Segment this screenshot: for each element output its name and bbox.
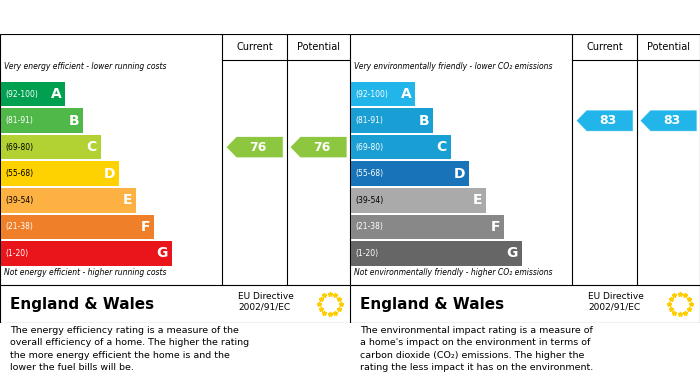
Bar — [1, 82, 65, 106]
Text: C: C — [87, 140, 97, 154]
Text: (81-91): (81-91) — [6, 116, 33, 125]
Text: Very environmentally friendly - lower CO₂ emissions: Very environmentally friendly - lower CO… — [354, 62, 552, 71]
Text: England & Wales: England & Wales — [360, 296, 505, 312]
Text: E: E — [123, 193, 132, 207]
Text: Potential: Potential — [297, 42, 340, 52]
Text: A: A — [50, 87, 62, 101]
Bar — [351, 215, 504, 239]
Text: G: G — [507, 246, 518, 260]
Text: (55-68): (55-68) — [6, 169, 34, 178]
Polygon shape — [640, 110, 697, 131]
Text: C: C — [437, 140, 447, 154]
Text: 83: 83 — [599, 114, 617, 127]
Bar — [1, 108, 83, 133]
Text: The environmental impact rating is a measure of
a home's impact on the environme: The environmental impact rating is a mea… — [360, 326, 594, 373]
Text: (92-100): (92-100) — [6, 90, 38, 99]
Bar — [351, 161, 468, 186]
Text: (92-100): (92-100) — [355, 90, 388, 99]
Text: EU Directive
2002/91/EC: EU Directive 2002/91/EC — [588, 292, 644, 312]
Text: Very energy efficient - lower running costs: Very energy efficient - lower running co… — [4, 62, 166, 71]
Text: G: G — [157, 246, 168, 260]
Polygon shape — [226, 136, 283, 158]
Text: 76: 76 — [314, 141, 330, 154]
Text: Energy Efficiency Rating: Energy Efficiency Rating — [10, 11, 182, 24]
Text: (1-20): (1-20) — [6, 249, 29, 258]
Text: A: A — [400, 87, 412, 101]
Bar — [1, 135, 101, 160]
Text: (81-91): (81-91) — [355, 116, 383, 125]
Text: (69-80): (69-80) — [6, 143, 34, 152]
Text: (39-54): (39-54) — [355, 196, 384, 205]
Text: Current: Current — [237, 42, 273, 52]
Text: Environmental Impact (CO₂) Rating: Environmental Impact (CO₂) Rating — [360, 11, 606, 24]
Text: Not environmentally friendly - higher CO₂ emissions: Not environmentally friendly - higher CO… — [354, 268, 552, 277]
Text: (1-20): (1-20) — [355, 249, 379, 258]
Text: D: D — [104, 167, 115, 181]
Polygon shape — [290, 136, 347, 158]
Text: (69-80): (69-80) — [355, 143, 384, 152]
Bar — [1, 188, 136, 213]
Bar — [1, 215, 154, 239]
Text: 83: 83 — [664, 114, 680, 127]
Text: (55-68): (55-68) — [355, 169, 384, 178]
Bar — [351, 82, 415, 106]
Text: EU Directive
2002/91/EC: EU Directive 2002/91/EC — [238, 292, 294, 312]
Bar — [1, 241, 172, 265]
Text: Not energy efficient - higher running costs: Not energy efficient - higher running co… — [4, 268, 166, 277]
Polygon shape — [576, 110, 633, 131]
Text: E: E — [473, 193, 482, 207]
Text: Potential: Potential — [647, 42, 690, 52]
Text: B: B — [69, 114, 79, 127]
Bar — [351, 188, 486, 213]
Text: The energy efficiency rating is a measure of the
overall efficiency of a home. T: The energy efficiency rating is a measur… — [10, 326, 250, 373]
Text: (21-38): (21-38) — [355, 222, 383, 231]
Text: B: B — [419, 114, 429, 127]
Bar — [351, 135, 451, 160]
Bar — [351, 108, 433, 133]
Text: England & Wales: England & Wales — [10, 296, 155, 312]
Text: 76: 76 — [249, 141, 267, 154]
Bar — [351, 241, 522, 265]
Text: Current: Current — [587, 42, 623, 52]
Text: (21-38): (21-38) — [6, 222, 33, 231]
Text: F: F — [141, 220, 150, 234]
Bar — [1, 161, 118, 186]
Text: F: F — [491, 220, 500, 234]
Text: (39-54): (39-54) — [6, 196, 34, 205]
Text: D: D — [454, 167, 465, 181]
